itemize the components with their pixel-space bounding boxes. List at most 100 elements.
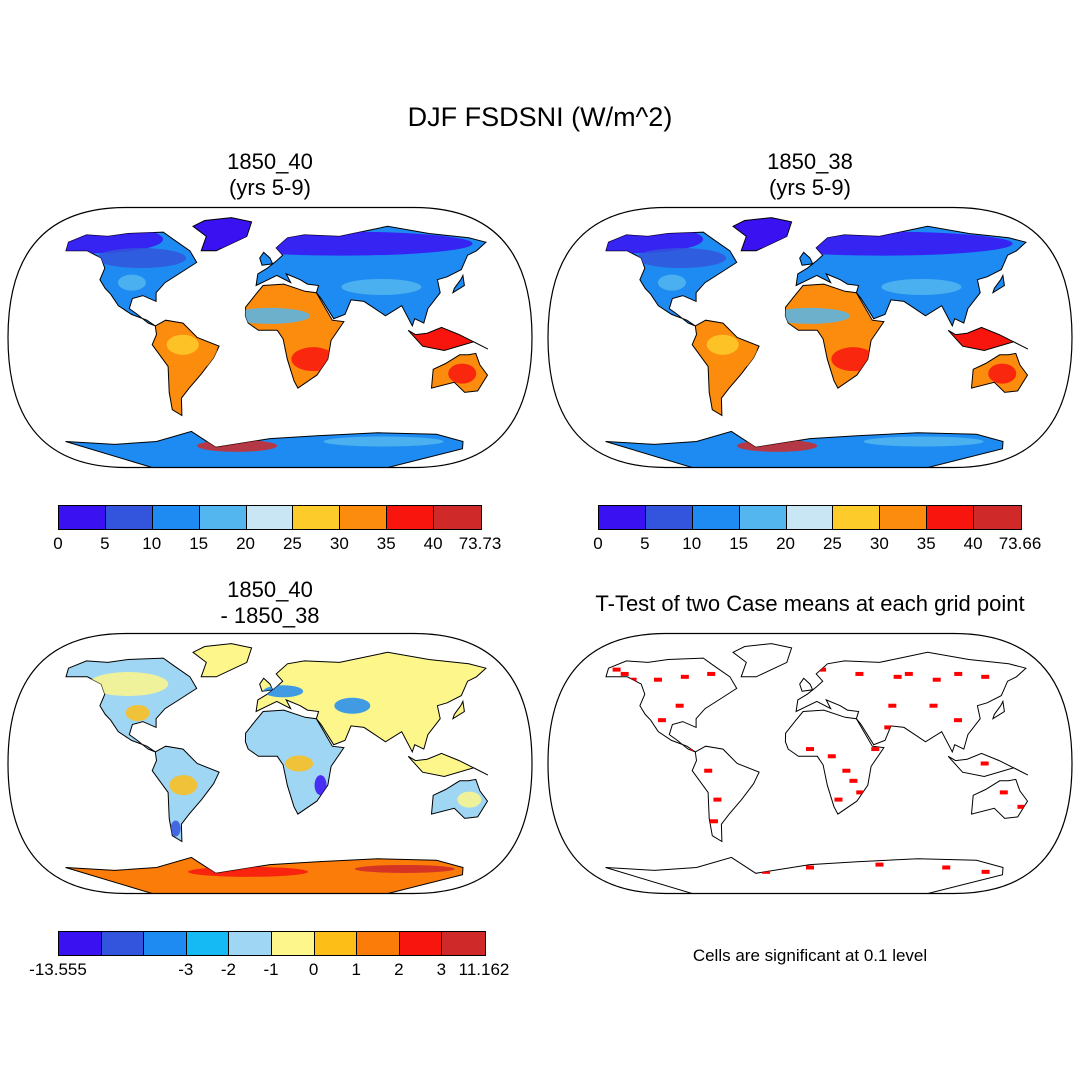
colorbar-swatch: [357, 932, 400, 955]
field-patch: [636, 248, 727, 269]
land-uk: [259, 251, 274, 266]
map-panel-difference: [7, 632, 533, 895]
significant-cell: [855, 671, 864, 676]
field-patch: [170, 820, 181, 837]
land-af: [784, 709, 885, 815]
field-patch: [230, 307, 310, 324]
colorbar-tick-label: 73.66: [998, 534, 1042, 553]
colorbar-tick-label: 5: [100, 534, 110, 553]
field-patch: [341, 278, 422, 295]
map-content: [8, 633, 532, 894]
colorbar-swatch: [186, 932, 230, 955]
colorbar-swatch: [739, 506, 787, 529]
panel-3-title: 1850_40 - 1850_38: [120, 577, 420, 629]
field-patch: [169, 775, 198, 796]
land-gr: [732, 643, 793, 678]
significant-cell: [849, 778, 858, 783]
colorbar-tick-label: 1: [351, 960, 361, 979]
colorbar-swatch: [105, 506, 153, 529]
map-content: [548, 633, 1072, 894]
panel-1-title-line1: 1850_40: [227, 149, 313, 174]
land-jp: [991, 273, 1005, 294]
colorbar-swatch: [387, 506, 434, 529]
colorbar-tick-label: -3: [178, 960, 194, 979]
significant-cell: [657, 718, 666, 723]
colorbar-swatch: [434, 506, 481, 529]
field-patch: [448, 363, 477, 384]
map-content: [548, 207, 1072, 468]
colorbar-tick-label: 25: [822, 534, 842, 553]
field-patch: [657, 274, 686, 291]
significant-cell: [884, 725, 893, 730]
land-jp: [451, 699, 465, 720]
field-patch: [881, 278, 962, 295]
colorbar-tick-label: 10: [142, 534, 162, 553]
map-border: [7, 206, 533, 469]
significant-cell: [904, 671, 913, 676]
colorbar-swatch: [144, 932, 187, 955]
colorbar-difference: [58, 931, 486, 956]
land-jp: [451, 273, 465, 294]
colorbar-tick-label: 73.73: [458, 534, 502, 553]
map-panel-1850-38: [547, 206, 1073, 469]
colorbar-tick-label: 20: [236, 534, 256, 553]
land-na: [605, 657, 738, 753]
map-content: [8, 207, 532, 468]
land-in: [947, 326, 1029, 352]
field-patch: [706, 334, 739, 355]
colorbar-swatch: [152, 506, 200, 529]
field-patch: [314, 775, 327, 796]
colorbar-swatch: [59, 932, 102, 955]
colorbar-1850-38: [598, 505, 1022, 530]
significant-cell: [680, 674, 689, 679]
colorbar-tick-label: 0: [593, 534, 603, 553]
significant-cell: [612, 667, 621, 672]
significant-cell: [842, 768, 851, 773]
map-panel-1850-40: [7, 206, 533, 469]
map-border: [7, 632, 533, 895]
colorbar-tick-label: 35: [916, 534, 936, 553]
field-patches: [612, 667, 1026, 874]
field-patch: [285, 755, 314, 772]
colorbar-swatch: [59, 506, 106, 529]
colorbar-tick-label: -2: [220, 960, 236, 979]
field-patch: [166, 334, 199, 355]
significant-cell: [929, 703, 938, 708]
map-border: [547, 206, 1073, 469]
field-patch: [125, 704, 150, 721]
significant-cell: [893, 674, 902, 679]
significant-cell: [999, 790, 1008, 795]
colorbar-swatch: [340, 506, 388, 529]
colorbar-swatch: [599, 506, 646, 529]
field-patch: [96, 248, 187, 269]
significant-cell: [932, 677, 941, 682]
panel-2-title-line2: (yrs 5-9): [769, 175, 851, 200]
colorbar-swatch: [442, 932, 485, 955]
map-panel-ttest: [547, 632, 1073, 895]
significant-cell: [980, 761, 989, 766]
field-patch: [863, 436, 984, 447]
significance-note: Cells are significant at 0.1 level: [692, 946, 928, 965]
field-patch: [354, 864, 455, 873]
significant-cell: [888, 703, 897, 708]
land-jp: [991, 699, 1005, 720]
colorbar-swatch: [399, 932, 443, 955]
colorbar-tick-label: 0: [53, 534, 63, 553]
significant-cell: [818, 667, 827, 672]
land-uk: [799, 677, 814, 692]
land-an: [605, 856, 1004, 894]
significant-cell: [856, 790, 865, 795]
significant-cell: [675, 703, 684, 708]
colorbar-tick-label: 15: [189, 534, 209, 553]
colorbar-swatch: [229, 932, 272, 955]
field-patch: [325, 672, 446, 697]
significant-cell: [1017, 804, 1026, 809]
colorbar-1850-40: [58, 505, 482, 530]
land-in: [407, 752, 489, 778]
colorbar-tick-label: 2: [394, 960, 404, 979]
colorbar-swatch: [833, 506, 881, 529]
significant-cell: [954, 718, 963, 723]
field-patch: [988, 363, 1017, 384]
significant-cell: [981, 674, 990, 679]
field-patch: [334, 697, 371, 714]
